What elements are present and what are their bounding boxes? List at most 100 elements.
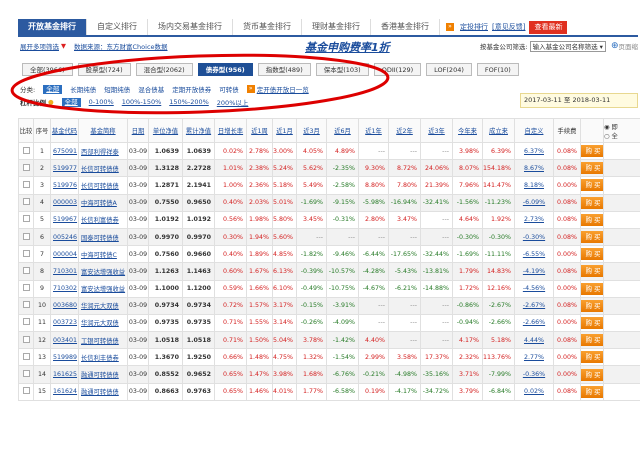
fund-name-link[interactable]: 融通可转债债 bbox=[81, 372, 119, 380]
fund-code-link[interactable]: 519967 bbox=[53, 216, 78, 224]
fund-code-link[interactable]: 005246 bbox=[53, 233, 78, 241]
leverage-0[interactable]: 全部 bbox=[61, 97, 81, 107]
fee-link[interactable]: -0.30% bbox=[522, 233, 546, 241]
compare-cell[interactable] bbox=[18, 313, 34, 333]
buy-button[interactable]: 购 买 bbox=[581, 351, 603, 364]
category-0[interactable]: 全部 bbox=[43, 84, 63, 94]
compare-cell[interactable] bbox=[18, 210, 34, 229]
compare-cell[interactable] bbox=[18, 365, 34, 384]
category-4[interactable]: 定期开放债券 bbox=[172, 86, 212, 94]
filter-button-1[interactable]: 股票型(724) bbox=[77, 63, 131, 76]
col-header-13[interactable]: 近2年 bbox=[388, 118, 421, 143]
compare-cell[interactable] bbox=[18, 176, 34, 195]
col-header-16[interactable]: 成立来 bbox=[482, 118, 515, 143]
fund-code-link[interactable]: 519976 bbox=[53, 181, 78, 189]
fund-name-link[interactable]: 长信利丰债券 bbox=[81, 354, 119, 362]
buy-button[interactable]: 购 买 bbox=[581, 145, 603, 158]
fund-name-link[interactable]: 富安达增强收益 bbox=[81, 286, 126, 294]
compare-cell[interactable] bbox=[18, 279, 34, 298]
view-latest-button[interactable]: 查看最新 bbox=[529, 21, 568, 34]
leverage-1[interactable]: 0-100% bbox=[88, 98, 114, 106]
fund-code-link[interactable]: 519977 bbox=[53, 164, 78, 172]
compare-cell[interactable] bbox=[18, 296, 34, 315]
compare-checkbox[interactable] bbox=[22, 284, 30, 292]
help-icon[interactable]: ● bbox=[48, 98, 54, 106]
fee-link[interactable]: 2.77% bbox=[523, 353, 544, 361]
buy-button[interactable]: 购 买 bbox=[581, 334, 603, 347]
fee-link[interactable]: 4.44% bbox=[523, 336, 544, 344]
tab-2[interactable]: 场内交易基金排行 bbox=[148, 19, 233, 35]
fund-code-link[interactable]: 519989 bbox=[53, 353, 78, 361]
buy-button[interactable]: 购 买 bbox=[581, 179, 603, 192]
col-header-14[interactable]: 近3年 bbox=[420, 118, 453, 143]
compare-cell[interactable] bbox=[18, 382, 34, 401]
compare-checkbox[interactable] bbox=[22, 163, 30, 171]
feedback-link[interactable]: [意见反馈] bbox=[492, 23, 526, 31]
col-header-17[interactable]: 自定义 bbox=[514, 118, 554, 143]
zoom-icon[interactable]: ⊕ bbox=[610, 41, 619, 51]
fund-name-link[interactable]: 工银可转债债 bbox=[81, 337, 119, 345]
fund-name-link[interactable]: 国泰可转债债 bbox=[81, 234, 119, 242]
category-1[interactable]: 长期纯债 bbox=[70, 86, 97, 94]
category-5[interactable]: 可转债 bbox=[219, 86, 239, 94]
fund-name-link[interactable]: 富安达增强收益 bbox=[81, 268, 126, 276]
compare-checkbox[interactable] bbox=[22, 352, 30, 360]
company-select[interactable]: 输入基金公司名称筛选 ▾ bbox=[529, 40, 606, 52]
compare-cell[interactable] bbox=[18, 262, 34, 281]
fee-link[interactable]: -2.67% bbox=[522, 302, 546, 310]
radio-option-0[interactable]: ◉ 即 bbox=[604, 123, 618, 131]
compare-checkbox[interactable] bbox=[22, 266, 30, 274]
leverage-2[interactable]: 100%-150% bbox=[121, 98, 162, 106]
leverage-3[interactable]: 150%-200% bbox=[169, 98, 209, 106]
fund-code-link[interactable]: 161625 bbox=[53, 371, 78, 379]
category-3[interactable]: 混合债基 bbox=[138, 86, 165, 94]
compare-cell[interactable] bbox=[18, 245, 34, 264]
tab-1[interactable]: 自定义排行 bbox=[87, 19, 148, 35]
compare-checkbox[interactable] bbox=[22, 180, 30, 188]
compare-checkbox[interactable] bbox=[22, 146, 30, 154]
fee-link[interactable]: -0.36% bbox=[522, 371, 546, 379]
compare-cell[interactable] bbox=[18, 331, 34, 350]
buy-button[interactable]: 购 买 bbox=[581, 299, 603, 312]
fund-code-link[interactable]: 710302 bbox=[53, 285, 78, 293]
compare-checkbox[interactable] bbox=[22, 215, 30, 223]
fund-name-link[interactable]: 长信可转债债 bbox=[81, 165, 119, 173]
fee-link[interactable]: 8.18% bbox=[523, 181, 544, 189]
buy-button[interactable]: 购 买 bbox=[581, 162, 603, 175]
filter-button-6[interactable]: QDII(129) bbox=[373, 63, 422, 76]
buy-button[interactable]: 购 买 bbox=[581, 385, 603, 398]
tab-5[interactable]: 香港基金排行 bbox=[371, 19, 440, 35]
col-header-6[interactable]: 累计净值 bbox=[182, 118, 215, 143]
fund-name-link[interactable]: 长信利富债券 bbox=[81, 217, 119, 225]
buy-button[interactable]: 购 买 bbox=[581, 368, 603, 381]
fund-name-link[interactable]: 华润元大双债 bbox=[81, 320, 119, 328]
fee-link[interactable]: 0.02% bbox=[523, 388, 544, 396]
filter-button-0[interactable]: 全部(3966) bbox=[22, 63, 73, 76]
col-header-4[interactable]: 日期 bbox=[127, 118, 149, 143]
fund-code-link[interactable]: 003680 bbox=[53, 302, 78, 310]
filter-button-8[interactable]: FOF(10) bbox=[476, 63, 519, 76]
compare-checkbox[interactable] bbox=[22, 387, 30, 395]
col-header-10[interactable]: 近3月 bbox=[296, 118, 327, 143]
buy-button[interactable]: 购 买 bbox=[581, 282, 603, 295]
col-header-12[interactable]: 近1年 bbox=[358, 118, 389, 143]
compare-cell[interactable] bbox=[18, 227, 34, 247]
compare-cell[interactable] bbox=[18, 159, 34, 178]
date-range-tooltip[interactable]: 2017-03-11 至 2018-03-11 bbox=[520, 93, 638, 108]
compare-checkbox[interactable] bbox=[22, 318, 30, 326]
compare-checkbox[interactable] bbox=[22, 301, 30, 309]
col-header-7[interactable]: 日增长率 bbox=[214, 118, 247, 143]
compare-cell[interactable] bbox=[18, 193, 34, 212]
data-source-link[interactable]: 数据来源：东方财富Choice数据 bbox=[74, 43, 168, 51]
tab-3[interactable]: 货币基金排行 bbox=[233, 19, 302, 35]
col-header-2[interactable]: 基金代码 bbox=[50, 118, 79, 143]
fund-name-link[interactable]: 融通可转债债 bbox=[81, 389, 119, 397]
filter-button-4[interactable]: 指数型(489) bbox=[257, 63, 311, 76]
compare-cell[interactable] bbox=[18, 348, 34, 367]
fee-link[interactable]: 6.37% bbox=[523, 147, 544, 155]
compare-cell[interactable] bbox=[18, 141, 34, 161]
custom-rank-link[interactable]: 定投排行 bbox=[460, 23, 488, 31]
fee-link[interactable]: -6.09% bbox=[522, 199, 546, 207]
col-header-3[interactable]: 基金简称 bbox=[78, 118, 128, 143]
filter-button-2[interactable]: 混合型(2062) bbox=[135, 63, 193, 76]
